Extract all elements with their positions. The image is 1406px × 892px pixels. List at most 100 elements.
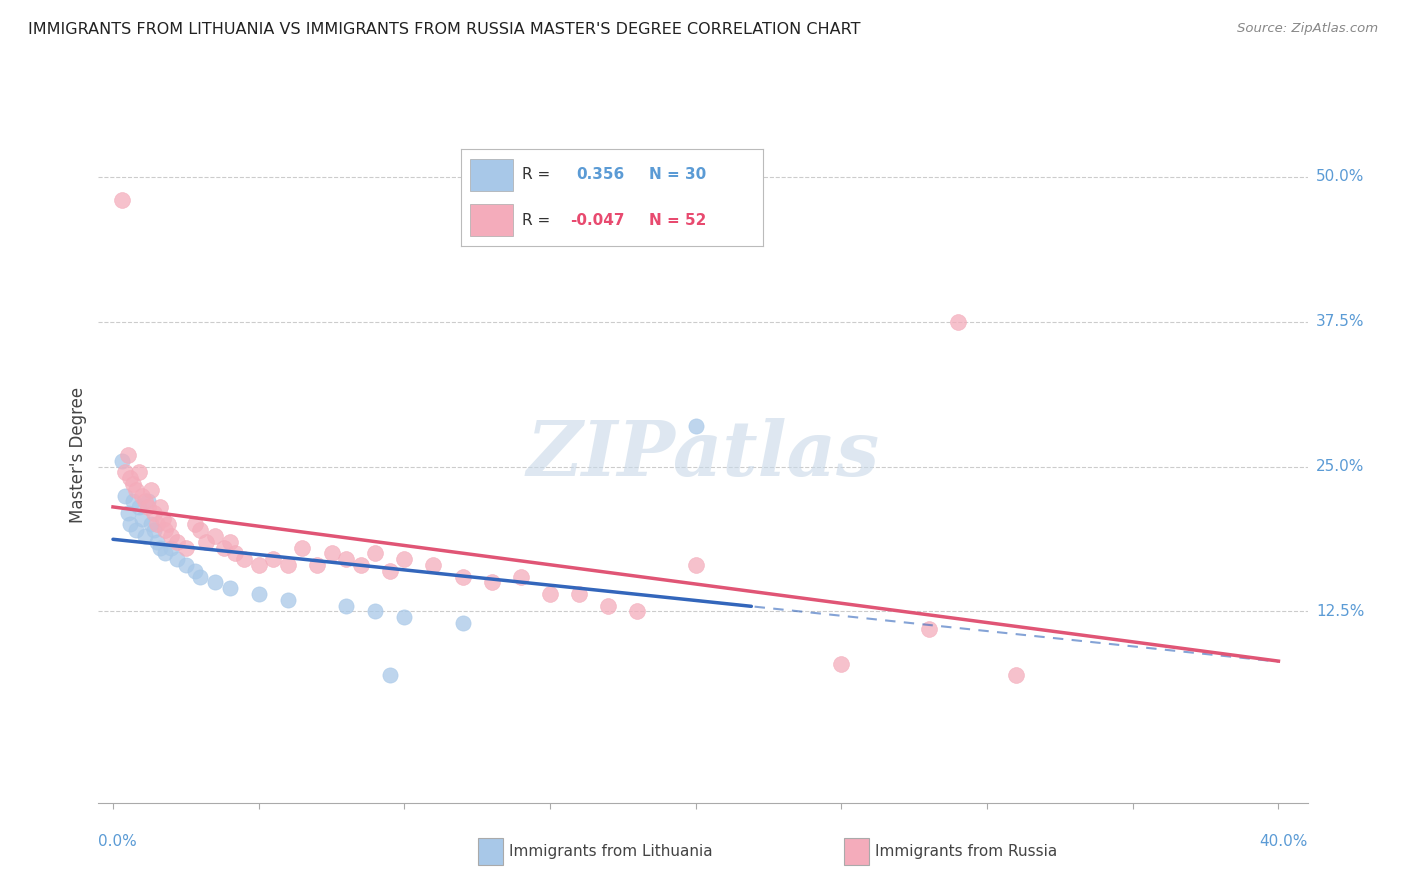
- Point: [111, 453, 134, 467]
- Point: [422, 558, 444, 573]
- Point: [160, 541, 183, 555]
- Point: [685, 558, 707, 573]
- Point: [364, 605, 387, 619]
- Point: [481, 575, 503, 590]
- Point: [190, 570, 212, 584]
- Text: 25.0%: 25.0%: [1316, 459, 1364, 474]
- Point: [335, 552, 357, 566]
- Point: [451, 615, 474, 630]
- Point: [157, 517, 180, 532]
- Point: [378, 564, 401, 578]
- Point: [134, 529, 156, 543]
- Point: [305, 558, 328, 573]
- Point: [128, 466, 150, 480]
- Point: [160, 529, 183, 543]
- Point: [174, 558, 197, 573]
- Y-axis label: Master's Degree: Master's Degree: [69, 387, 87, 523]
- Point: [183, 564, 205, 578]
- Point: [247, 587, 270, 601]
- Point: [918, 622, 941, 636]
- Point: [568, 587, 591, 601]
- Point: [136, 500, 159, 514]
- Text: N = 52: N = 52: [648, 213, 706, 227]
- Point: [149, 541, 172, 555]
- Point: [114, 466, 136, 480]
- Point: [262, 552, 284, 566]
- Point: [1005, 668, 1028, 682]
- Point: [204, 529, 226, 543]
- Point: [114, 489, 136, 503]
- Point: [155, 546, 177, 561]
- Point: [394, 552, 416, 566]
- Text: ZIPatlas: ZIPatlas: [526, 418, 880, 491]
- Bar: [470, 204, 513, 236]
- Text: 12.5%: 12.5%: [1316, 604, 1364, 619]
- Point: [149, 500, 172, 514]
- Text: 37.5%: 37.5%: [1316, 314, 1364, 329]
- Point: [111, 193, 134, 207]
- Point: [120, 471, 142, 485]
- Point: [139, 517, 162, 532]
- Point: [152, 512, 174, 526]
- Point: [247, 558, 270, 573]
- Point: [291, 541, 314, 555]
- Point: [204, 575, 226, 590]
- Point: [145, 534, 167, 549]
- Point: [378, 668, 401, 682]
- Point: [190, 523, 212, 537]
- Text: 0.0%: 0.0%: [98, 834, 138, 849]
- Point: [128, 500, 150, 514]
- Point: [166, 552, 188, 566]
- Point: [321, 546, 343, 561]
- Text: Immigrants from Lithuania: Immigrants from Lithuania: [509, 845, 713, 859]
- Point: [120, 517, 142, 532]
- Point: [117, 448, 139, 462]
- Point: [174, 541, 197, 555]
- Point: [830, 657, 852, 671]
- Point: [183, 517, 205, 532]
- Point: [451, 570, 474, 584]
- Point: [233, 552, 256, 566]
- Text: 40.0%: 40.0%: [1260, 834, 1308, 849]
- Point: [212, 541, 235, 555]
- Bar: [470, 159, 513, 191]
- Point: [335, 599, 357, 613]
- Point: [277, 558, 299, 573]
- Text: R =: R =: [522, 213, 550, 227]
- Point: [598, 599, 620, 613]
- Point: [134, 494, 156, 508]
- Point: [117, 506, 139, 520]
- Text: 50.0%: 50.0%: [1316, 169, 1364, 184]
- Point: [277, 592, 299, 607]
- Point: [125, 523, 148, 537]
- Point: [142, 506, 165, 520]
- Point: [139, 483, 162, 497]
- Point: [218, 582, 240, 596]
- Point: [131, 512, 153, 526]
- Point: [131, 489, 153, 503]
- Point: [166, 534, 188, 549]
- Point: [136, 494, 159, 508]
- Text: R =: R =: [522, 167, 550, 182]
- Point: [538, 587, 561, 601]
- Point: [509, 570, 531, 584]
- Point: [224, 546, 246, 561]
- Point: [218, 534, 240, 549]
- Point: [122, 476, 145, 491]
- Point: [142, 523, 165, 537]
- Point: [125, 483, 148, 497]
- Point: [394, 610, 416, 624]
- Text: IMMIGRANTS FROM LITHUANIA VS IMMIGRANTS FROM RUSSIA MASTER'S DEGREE CORRELATION : IMMIGRANTS FROM LITHUANIA VS IMMIGRANTS …: [28, 22, 860, 37]
- Text: Source: ZipAtlas.com: Source: ZipAtlas.com: [1237, 22, 1378, 36]
- Point: [122, 494, 145, 508]
- Point: [155, 523, 177, 537]
- Point: [145, 517, 167, 532]
- Text: 0.356: 0.356: [576, 167, 624, 182]
- Point: [364, 546, 387, 561]
- Point: [195, 534, 218, 549]
- Text: -0.047: -0.047: [569, 213, 624, 227]
- Point: [946, 315, 969, 329]
- Point: [685, 419, 707, 434]
- Point: [350, 558, 373, 573]
- Text: N = 30: N = 30: [648, 167, 706, 182]
